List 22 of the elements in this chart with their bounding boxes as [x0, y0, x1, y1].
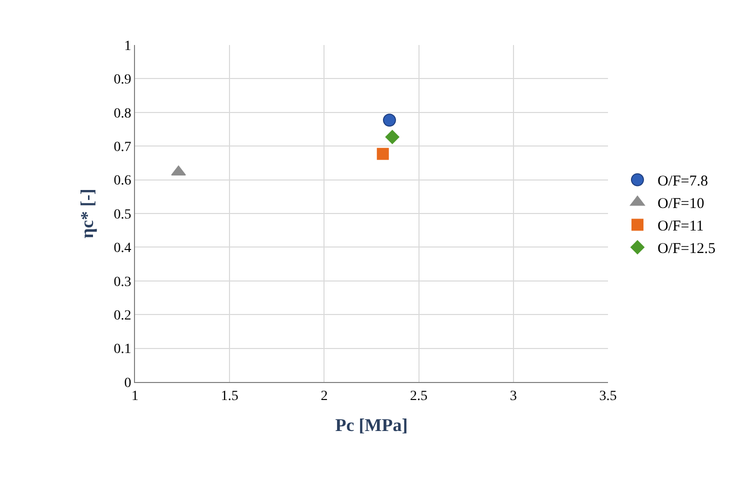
y-tick-label: 0.5 — [114, 207, 132, 222]
legend-label: O/F=7.8 — [657, 174, 708, 190]
y-axis-title: ηc* [-] — [76, 188, 97, 238]
x-axis-title: Pc [MPa] — [335, 414, 408, 435]
y-tick-label: 0.1 — [114, 342, 132, 358]
y-tick-label: 0.6 — [114, 174, 132, 189]
x-tick-label: 3 — [510, 388, 517, 404]
y-tick-label: 0.3 — [114, 274, 132, 290]
y-tick-label: 0 — [124, 376, 132, 391]
legend-label: O/F=12.5 — [657, 241, 716, 258]
legend-label: O/F=10 — [657, 196, 704, 212]
x-tick-label: 1.5 — [220, 388, 238, 404]
x-tick-label: 2 — [320, 388, 328, 404]
y-tick-label: 0.9 — [114, 72, 132, 88]
y-tick-label: 0.4 — [114, 241, 132, 256]
y-tick-label: 0.8 — [114, 106, 132, 122]
legend-label: O/F=11 — [657, 218, 704, 235]
x-tick-label: 2.5 — [410, 388, 428, 404]
y-tick-label: 1 — [124, 38, 132, 54]
y-tick-label: 0.7 — [114, 140, 132, 155]
x-tick-label: 3.5 — [599, 388, 617, 404]
y-tick-label: 0.2 — [114, 308, 132, 324]
